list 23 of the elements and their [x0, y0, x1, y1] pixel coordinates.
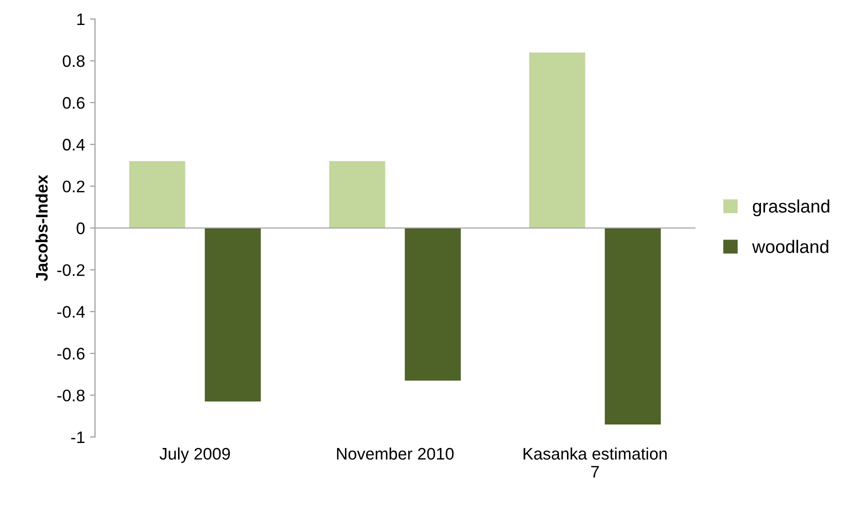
y-tick-label: 0.4: [62, 138, 85, 151]
bar: [204, 228, 261, 402]
y-tick-label: 0.8: [62, 55, 85, 68]
y-tick-label: 0.2: [62, 180, 84, 192]
x-tick-label: July 2009: [160, 447, 230, 463]
y-axis-title: Jacobs-Index: [35, 174, 48, 281]
y-tick-label: -0.4: [57, 306, 85, 318]
legend-label: woodland: [752, 240, 828, 254]
bar: [329, 161, 386, 228]
bar: [129, 161, 186, 228]
bar: [404, 228, 461, 381]
legend-label: grassland: [752, 199, 830, 216]
y-tick-label: -0.2: [57, 264, 84, 276]
y-tick-label: -1: [71, 432, 84, 444]
bar: [604, 228, 661, 424]
bar: [529, 52, 586, 228]
x-tick-label: Kasanka estimation 7: [524, 447, 667, 478]
y-tick-label: 0.6: [62, 97, 85, 109]
y-tick-label: -0.6: [57, 348, 85, 360]
y-tick-label: 0: [76, 222, 85, 234]
y-tick-label: -0.8: [57, 390, 85, 402]
x-tick-label: November 2010: [337, 447, 454, 460]
y-tick-label: 1: [77, 14, 84, 26]
